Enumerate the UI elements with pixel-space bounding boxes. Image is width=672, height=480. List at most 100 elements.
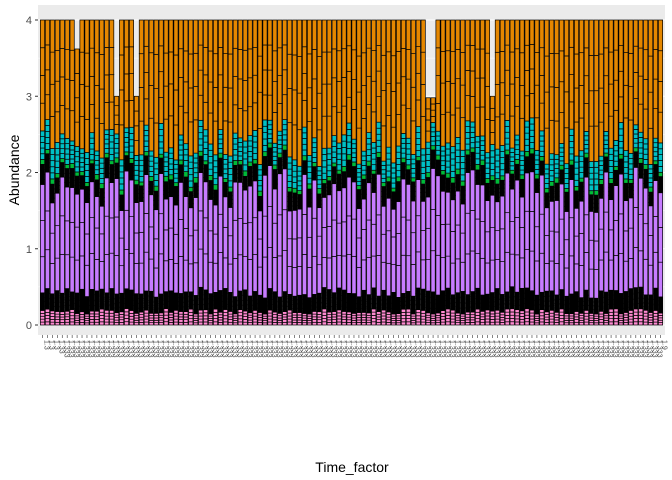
bar-segment-mid-black (658, 180, 664, 185)
bar-segment-base-pink (119, 316, 125, 321)
bar-segment-low-black (178, 302, 184, 308)
bar-segment-orange (168, 115, 174, 149)
bar-segment-teal (326, 170, 332, 177)
bar-stack (163, 19, 169, 326)
bar-segment-base-pink (168, 311, 174, 316)
bar-segment-purple (124, 170, 130, 211)
bar-segment-low-black (282, 296, 288, 302)
bar-stack (376, 19, 382, 326)
bar-segment-teal (494, 172, 500, 179)
bar-segment-base-pink (257, 317, 263, 321)
bar-segment-teal (653, 137, 659, 144)
bar-segment-orange (593, 90, 599, 127)
bar-segment-teal (133, 174, 139, 181)
bar-segment-purple (143, 174, 149, 214)
bar-segment-orange (608, 83, 614, 117)
bar-segment-teal (331, 146, 337, 153)
bar-segment-green (638, 158, 644, 164)
bar-segment-teal (489, 156, 495, 164)
bar-segment-teal (292, 182, 298, 189)
bar-segment-purple (247, 222, 253, 260)
bar-segment-teal (119, 165, 125, 173)
bar-segment-orange (573, 121, 579, 157)
bar-segment-low-black (297, 303, 303, 309)
bar-segment-teal (425, 141, 431, 149)
bar-segment-base-pink (217, 322, 223, 326)
bar-segment-green (272, 164, 278, 170)
bar-segment-base-pink (366, 322, 372, 326)
bar-segment-teal (539, 145, 545, 152)
bar-segment-orange (84, 85, 90, 120)
bar-segment-green (578, 177, 584, 183)
bar-segment-mid-black (282, 154, 288, 160)
bar-segment-teal (173, 168, 179, 174)
bar-segment-mid-black (252, 176, 258, 182)
bar-segment-orange (272, 50, 278, 82)
bar-segment-base-pink (470, 322, 476, 326)
bar-segment-orange (593, 125, 599, 162)
bar-segment-teal (227, 161, 233, 169)
bar-segment-mid-black (514, 175, 520, 181)
bar-segment-teal (316, 170, 322, 176)
y-tick-label: 0 (26, 320, 32, 332)
bar-segment-base-pink (326, 311, 332, 316)
bar-segment-low-black (608, 289, 614, 296)
bar-segment-base-pink (94, 313, 100, 318)
bar-segment-base-pink (480, 321, 486, 326)
bar-segment-purple (183, 196, 189, 229)
x-tick-label: 1.333 (72, 340, 79, 358)
bar-segment-orange (222, 86, 228, 122)
bar-segment-mid-black (494, 192, 500, 198)
bar-segment-low-black (331, 297, 337, 303)
bar-segment-teal (593, 178, 599, 186)
bar-segment-green (425, 172, 431, 178)
bar-segment-purple (198, 210, 204, 250)
bar-segment-base-pink (79, 321, 85, 326)
bar-segment-mid-black (460, 194, 466, 200)
bar-segment-teal (114, 133, 120, 140)
bar-segment-mid-black (539, 167, 545, 172)
bar-segment-teal (311, 137, 317, 144)
bar-segment-teal (400, 152, 406, 159)
x-tick-label: 1.333 (463, 340, 470, 358)
bar-stack (203, 19, 209, 326)
bar-segment-orange (400, 76, 406, 106)
bar-segment-base-pink (222, 321, 228, 326)
bar-segment-low-black (400, 296, 406, 302)
bar-segment-orange (297, 129, 303, 167)
bar-segment-teal (588, 178, 594, 186)
x-tick-label: 1.333 (146, 340, 153, 358)
bar-segment-low-black (89, 305, 95, 312)
bar-segment-mid-black (168, 179, 174, 185)
bar-segment-orange (593, 19, 599, 56)
bar-segment-orange (613, 19, 619, 51)
bar-segment-low-black (267, 304, 273, 311)
x-tick-label: 1.333 (359, 340, 366, 358)
bar-segment-teal (608, 147, 614, 155)
bar-segment-orange (203, 101, 209, 131)
bar-segment-purple (628, 197, 634, 229)
bar-segment-orange (119, 124, 125, 161)
bar-stack (603, 19, 609, 326)
bar-segment-teal (282, 134, 288, 141)
bar-segment-teal (94, 155, 100, 161)
y-tick-label: 4 (26, 15, 32, 27)
bar-segment-base-pink (509, 308, 515, 313)
bar-segment-green (133, 179, 139, 185)
bar-segment-teal (440, 150, 446, 157)
bar-segment-mid-black (386, 193, 392, 199)
bar-segment-low-black (306, 305, 312, 311)
bar-segment-mid-black (39, 179, 45, 185)
bar-segment-orange (569, 19, 575, 48)
bar-segment-teal (539, 150, 545, 157)
bar-segment-low-black (198, 304, 204, 311)
bar-segment-mid-black (208, 184, 214, 191)
bar-segment-low-black (430, 297, 436, 304)
bar-segment-purple (475, 184, 481, 220)
bar-segment-low-black (119, 292, 125, 299)
bar-segment-orange (623, 52, 629, 86)
bar-segment-purple (222, 257, 228, 289)
bar-segment-base-pink (213, 315, 219, 320)
bar-segment-teal (39, 136, 45, 143)
x-tick-label: 1.333 (473, 340, 480, 358)
